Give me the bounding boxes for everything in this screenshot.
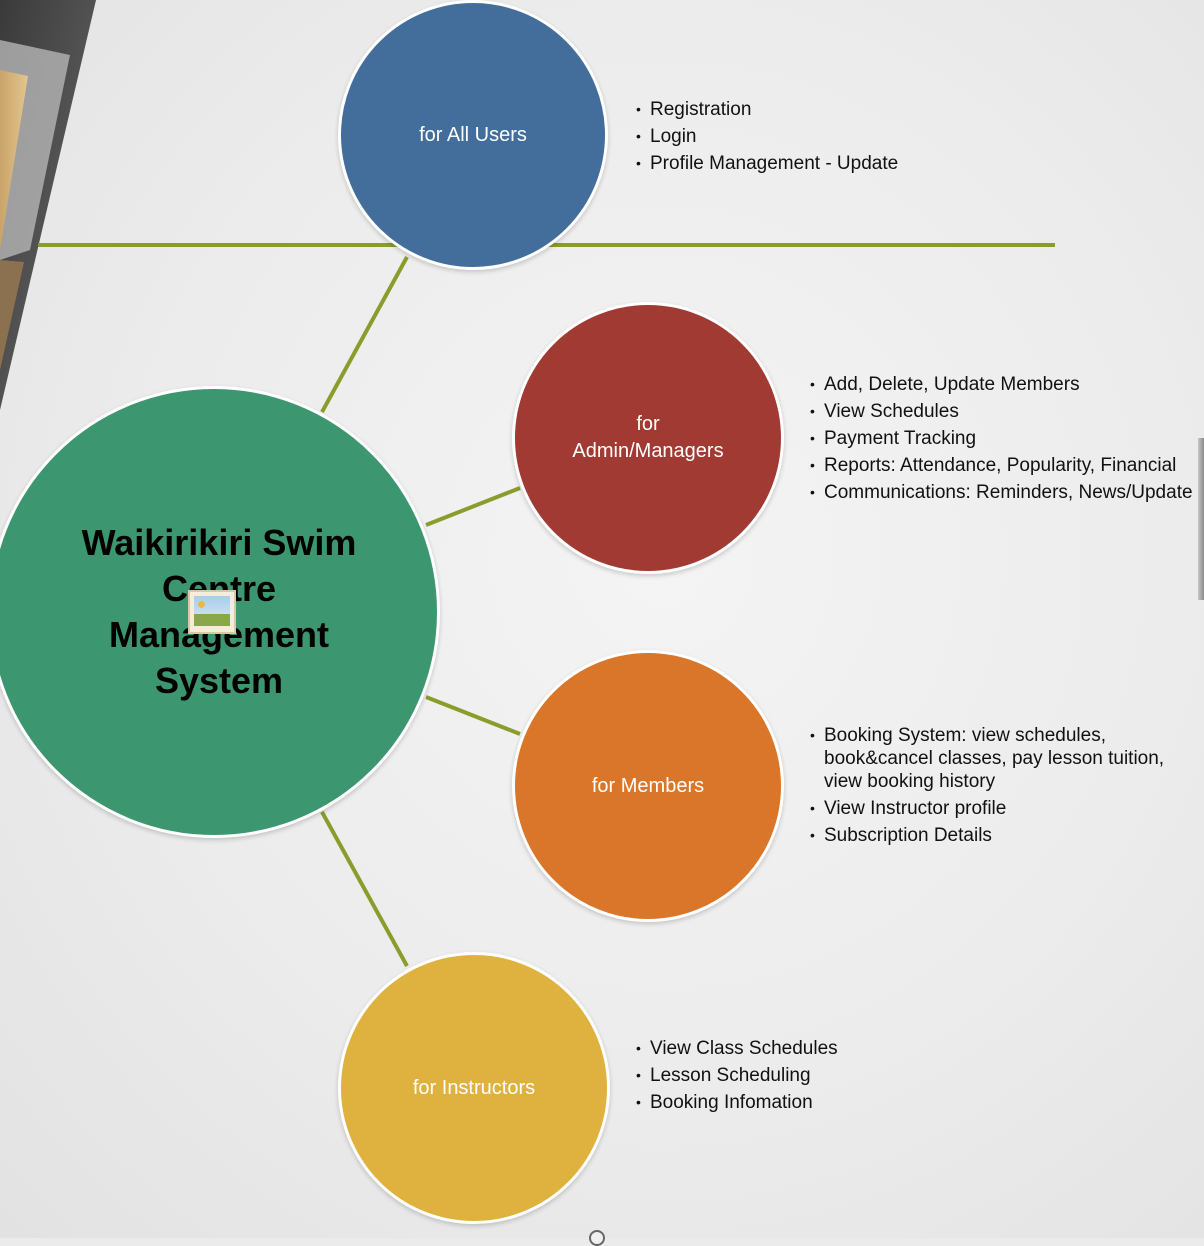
list-item: Subscription Details	[810, 824, 1190, 847]
list-item: Communications: Reminders, News/Update	[810, 479, 1193, 506]
node-label: for Members	[591, 774, 705, 797]
center-title: Waikirikiri Swim Centre Management Syste…	[81, 522, 357, 701]
list-item: Booking System: view schedules, book&can…	[810, 724, 1190, 793]
bullet-list-instructors: View Class Schedules Lesson Scheduling B…	[636, 1035, 838, 1116]
bullet-list-admin-managers: Add, Delete, Update Members View Schedul…	[810, 371, 1193, 506]
list-item: Reports: Attendance, Popularity, Financi…	[810, 452, 1193, 479]
connector-line-instructors	[320, 811, 409, 967]
bullet-list-members: Booking System: view schedules, book&can…	[810, 724, 1190, 851]
list-item: View Instructor profile	[810, 797, 1190, 820]
list-item: Add, Delete, Update Members	[810, 371, 1193, 398]
list-item: Payment Tracking	[810, 425, 1193, 452]
connector-line-admin	[425, 486, 521, 527]
node-members: for Members	[512, 650, 784, 922]
list-item: Registration	[636, 96, 898, 123]
node-label: for Admin/Managers	[572, 413, 724, 462]
node-admin-managers: for Admin/Managers	[512, 302, 784, 574]
node-label: for Instructors	[412, 1076, 536, 1099]
edge-scroll-handle[interactable]	[1198, 438, 1204, 600]
node-label: for All Users	[419, 123, 527, 146]
image-placeholder-icon	[188, 590, 236, 634]
bullet-list-all-users: Registration Login Profile Management - …	[636, 96, 898, 177]
slide-indicator-dot[interactable]	[589, 1230, 605, 1246]
connector-line-members	[425, 695, 521, 736]
list-item: Lesson Scheduling	[636, 1062, 838, 1089]
list-item: Booking Infomation	[636, 1089, 838, 1116]
list-item: View Schedules	[810, 398, 1193, 425]
list-item: View Class Schedules	[636, 1035, 838, 1062]
list-item: Profile Management - Update	[636, 150, 898, 177]
connector-line-all-users	[320, 256, 409, 413]
list-item: Login	[636, 123, 898, 150]
node-instructors: for Instructors	[338, 952, 610, 1224]
node-all-users: for All Users	[338, 0, 608, 270]
